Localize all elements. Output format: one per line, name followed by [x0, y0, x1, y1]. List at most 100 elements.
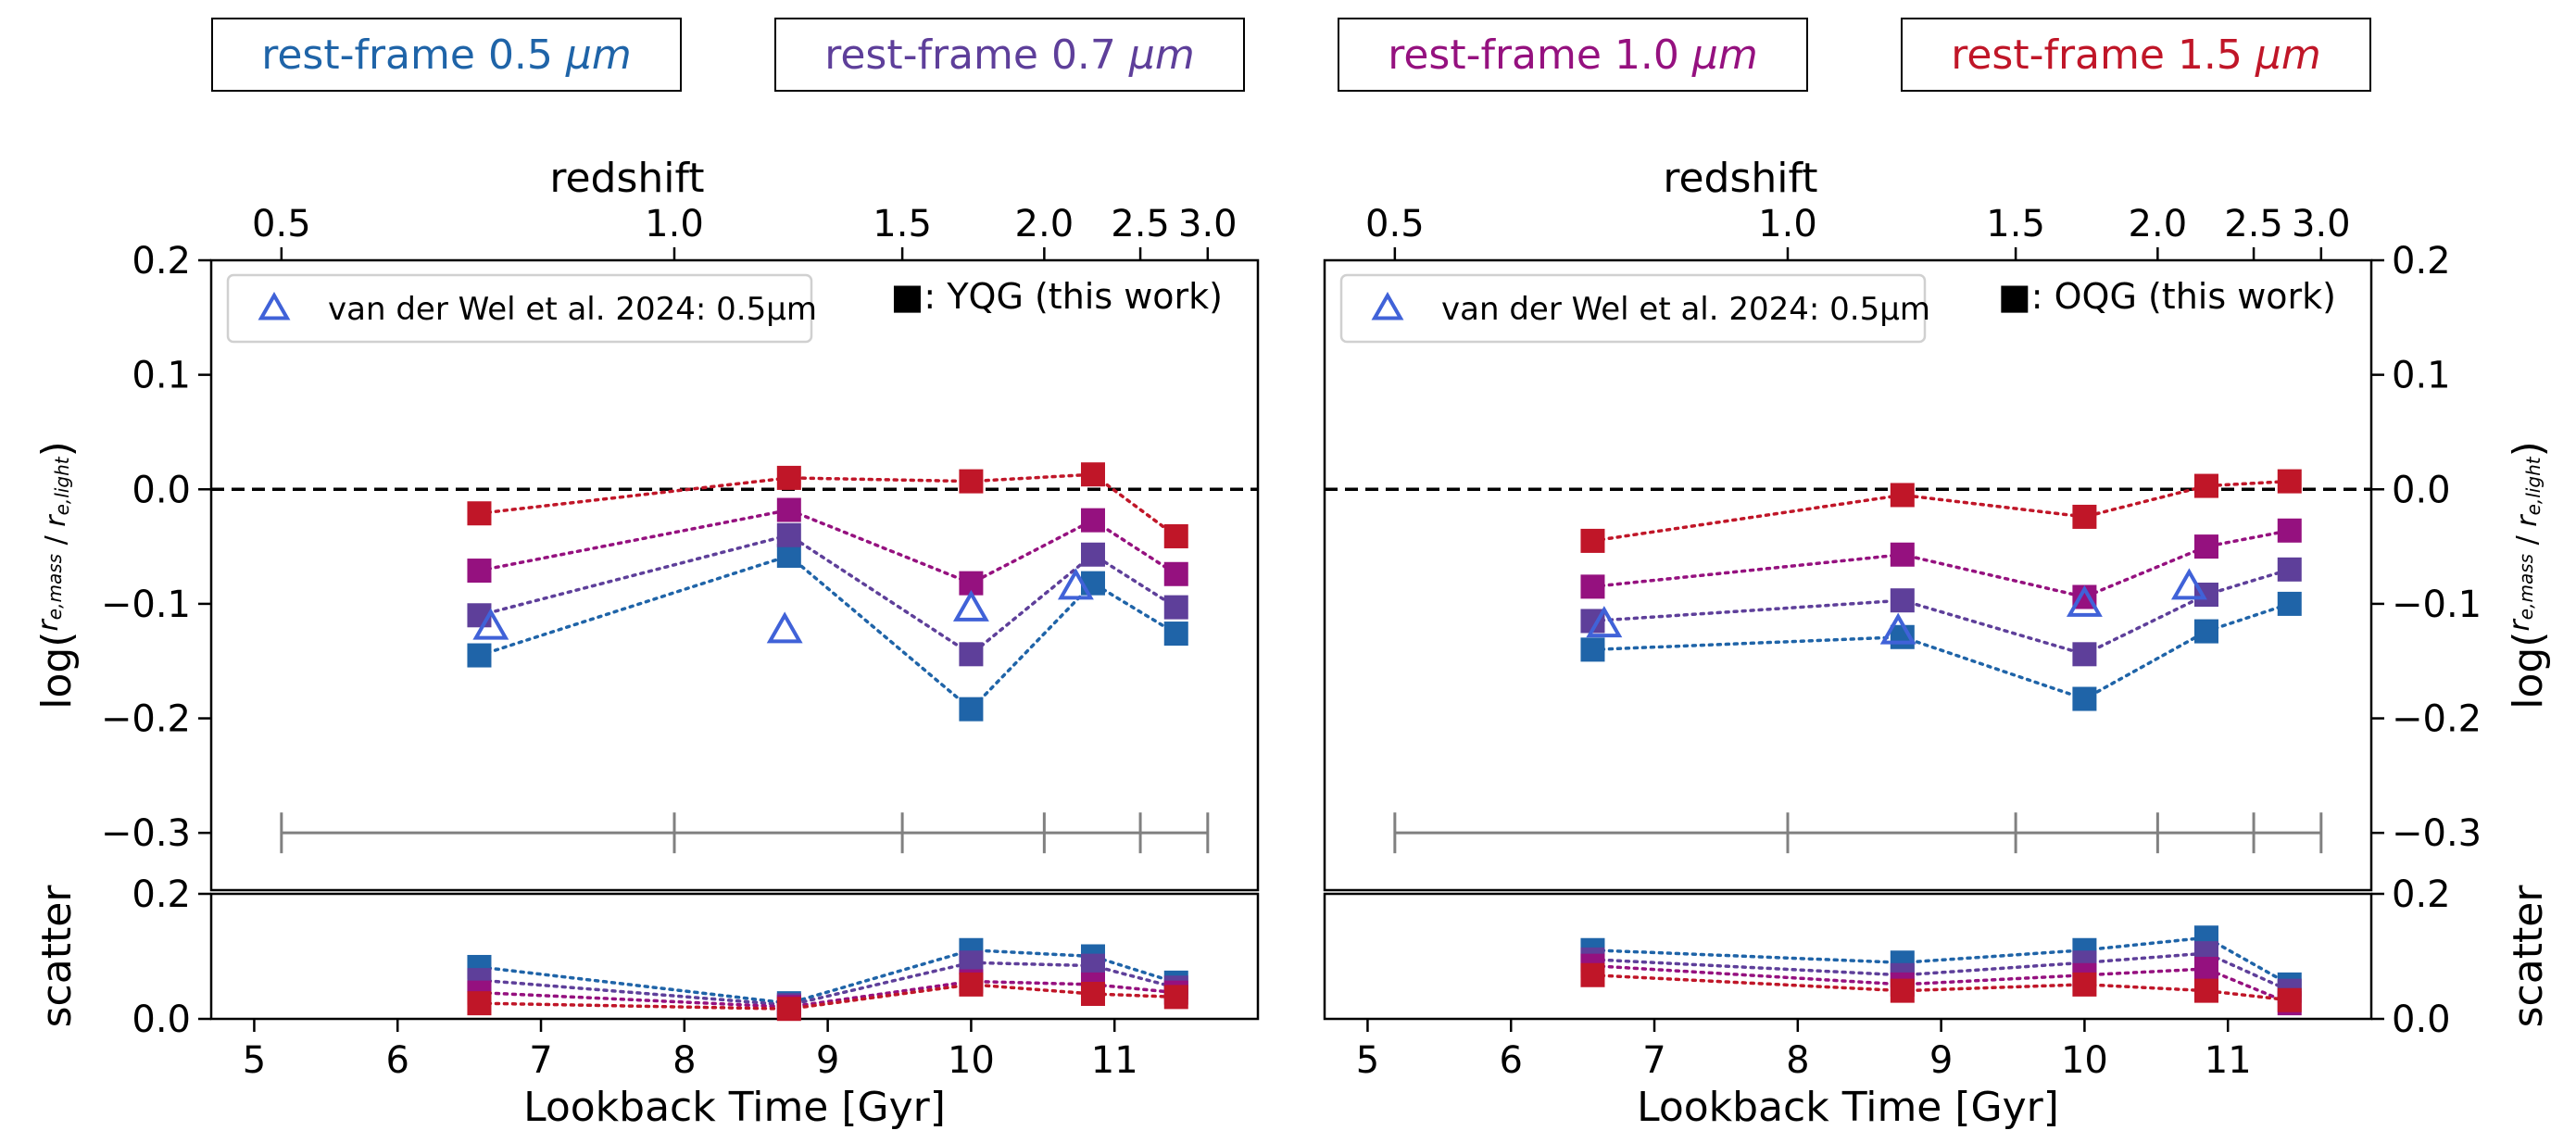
x-tick-label: 9: [1929, 1039, 1953, 1082]
data-point: [467, 501, 492, 526]
data-point: [1080, 508, 1105, 533]
scatter-line-3: [1590, 973, 2292, 1002]
y-tick-label: −0.3: [101, 812, 191, 855]
data-point: [2072, 504, 2097, 529]
series-line-0: [1590, 602, 2292, 701]
scatter-point: [2193, 957, 2218, 981]
y-tick-label: 0.1: [132, 355, 191, 397]
data-point: [1163, 622, 1188, 647]
band-legend-1-text: rest-frame 0.7 μm: [824, 31, 1195, 79]
scatter-line-0: [1590, 936, 2292, 986]
data-point: [1163, 595, 1188, 620]
x-tick-label: 11: [1091, 1039, 1138, 1082]
y-axis-label: log(re,mass / re,light): [32, 441, 81, 710]
main-axes-frame: [209, 258, 1260, 892]
data-point: [1163, 561, 1188, 586]
top-tick-label: 1.0: [1758, 203, 1817, 245]
scatter-point: [959, 972, 984, 997]
scatter-point: [776, 997, 801, 1022]
series-line-2: [1590, 529, 2292, 599]
scatter-point: [1163, 985, 1188, 1010]
x-tick-label: 6: [386, 1039, 409, 1082]
scatter-y-axis-label: scatter: [2505, 885, 2552, 1028]
data-point: [1890, 483, 1915, 508]
data-point: [1580, 574, 1605, 599]
panel-right: 0.2 0.1 0.0 −0.1 −0.2 −0.3 0.0 0.2 5 6 7 8 9 10 11 Look…: [1323, 155, 2552, 1131]
scatter-point: [2193, 978, 2218, 1003]
x-tick-label: 9: [816, 1039, 839, 1082]
scatter-point: [1890, 978, 1915, 1003]
data-point: [2193, 534, 2218, 559]
data-point: [1580, 528, 1605, 553]
x-tick-label: 7: [529, 1039, 552, 1082]
data-point: [959, 697, 984, 722]
series-line-0: [477, 554, 1178, 712]
band-legend-3-text: rest-frame 1.5 μm: [1951, 31, 2321, 79]
y-tick-label: 0.2: [2392, 240, 2451, 283]
top-tick-label: 2.5: [2224, 203, 2283, 245]
sample-label: ■: OQG (this work): [1998, 276, 2336, 317]
scatter-point: [1080, 982, 1105, 1006]
data-point: [1890, 588, 1915, 613]
data-point: [959, 642, 984, 667]
data-point: [1080, 462, 1105, 487]
y-tick-label: −0.1: [101, 584, 191, 626]
plot-legend: [226, 273, 813, 344]
band-legend-0: rest-frame 0.5 μm: [211, 18, 682, 92]
scatter-y-tick-label: 0.2: [2392, 873, 2451, 916]
top-axis-label: redshift: [1663, 155, 1817, 202]
x-tick-label: 5: [1356, 1039, 1379, 1082]
scatter-point: [2277, 987, 2302, 1012]
y-tick-label: −0.2: [101, 698, 191, 741]
x-tick-label: 11: [2205, 1039, 2252, 1082]
x-tick-label: 10: [948, 1039, 995, 1082]
x-tick-label: 10: [2061, 1039, 2108, 1082]
data-point: [1080, 571, 1105, 596]
data-point: [1163, 523, 1188, 548]
data-point: [1580, 637, 1605, 662]
scatter-y-tick-label: 0.2: [132, 873, 191, 916]
data-point: [2277, 591, 2302, 616]
top-tick-label: 0.5: [1365, 203, 1425, 245]
scatter-axes-frame: [1323, 892, 2373, 1021]
band-legend-2-text: rest-frame 1.0 μm: [1388, 31, 1758, 79]
data-point: [2072, 642, 2097, 667]
data-point: [776, 543, 801, 568]
scatter-axes-frame: [209, 892, 1260, 1021]
x-tick-label: 6: [1500, 1039, 1523, 1082]
data-point: [1890, 542, 1915, 567]
plot-legend-text: van der Wel et al. 2024: 0.5μm: [1441, 291, 1930, 328]
legend-triangle-icon: [1371, 291, 1404, 320]
panel-left: 0.2 0.1 0.0 −0.1 −0.2 −0.3 0.0 0.2 5 6 7 8 9 10 11 Look…: [32, 155, 1260, 1131]
main-axes-frame: [1323, 258, 2373, 892]
x-axis-label: Lookback Time [Gyr]: [1637, 1084, 2059, 1131]
sample-label: ■: YQG (this work): [891, 276, 1223, 317]
data-point: [1080, 542, 1105, 567]
y-tick-label: 0.1: [2392, 355, 2451, 397]
band-legend-1: rest-frame 0.7 μm: [774, 18, 1245, 92]
x-axis-label: Lookback Time [Gyr]: [523, 1084, 946, 1131]
series-line-1: [477, 533, 1178, 657]
literature-point: [1586, 606, 1623, 638]
scatter-y-axis-label: scatter: [33, 885, 81, 1028]
data-point: [2277, 557, 2302, 582]
band-legend-2: rest-frame 1.0 μm: [1338, 18, 1808, 92]
y-tick-label: 0.2: [132, 240, 191, 283]
data-point: [776, 497, 801, 522]
data-point: [776, 465, 801, 490]
top-axis-label: redshift: [549, 155, 704, 202]
band-legend-3: rest-frame 1.5 μm: [1901, 18, 2371, 92]
data-point: [2277, 518, 2302, 543]
literature-point: [2066, 584, 2103, 617]
data-point: [2193, 473, 2218, 498]
top-tick-label: 3.0: [1178, 203, 1238, 245]
top-tick-label: 1.5: [873, 203, 932, 245]
y-tick-label: −0.2: [2392, 698, 2482, 741]
y-tick-label: 0.0: [2392, 469, 2451, 511]
top-tick-label: 1.5: [1986, 203, 2045, 245]
scatter-y-tick-label: 0.0: [2392, 999, 2451, 1041]
y-tick-label: −0.3: [2392, 812, 2482, 855]
literature-point: [472, 608, 509, 640]
top-tick-label: 0.5: [252, 203, 311, 245]
x-tick-label: 8: [672, 1039, 696, 1082]
